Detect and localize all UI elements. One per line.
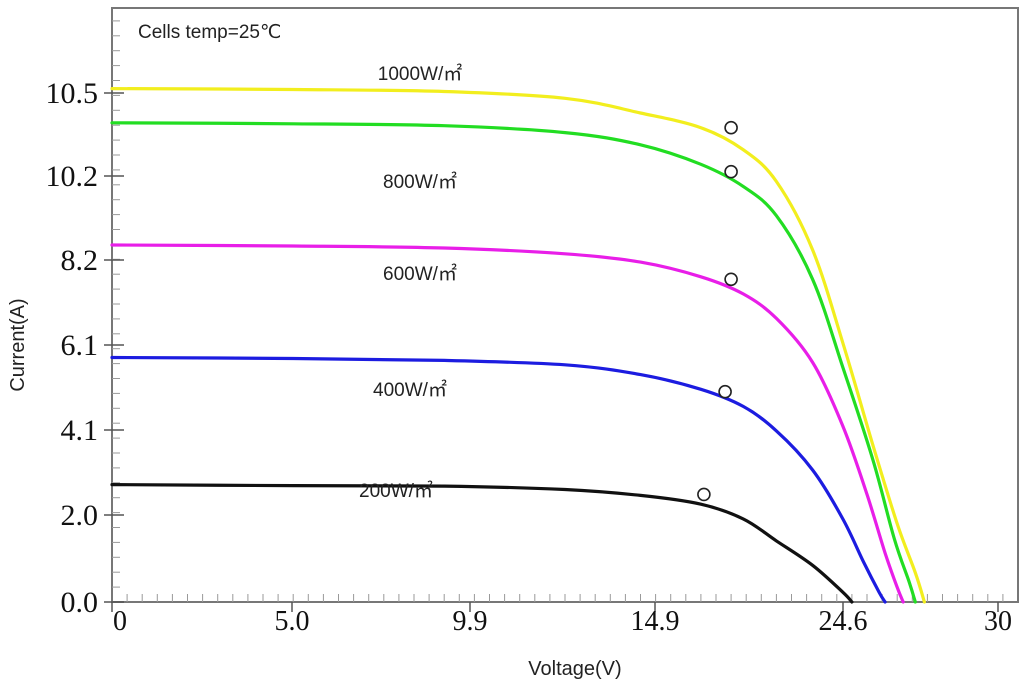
mpp-point-1000w [724,120,738,135]
x-tick-label: 30 [984,606,1012,637]
mpp-point-400w [718,384,732,399]
series-label-600w: 600W/㎡ [383,262,457,285]
series-line-1000w [110,87,926,604]
y-tick-label: 2.0 [61,499,99,532]
x-axis-label: Voltage(V) [528,658,621,680]
y-tick-label: 4.1 [61,414,99,447]
y-tick-labels: 0.0 2.0 4.1 6.1 8.2 10.2 10.5 [46,77,124,619]
x-tick-labels: 0 5.0 9.9 14.9 24.6 30 [111,602,1012,637]
y-axis-label: Current(A) [7,298,29,391]
x-tick-label: 14.9 [631,606,680,637]
x-tick-label: 9.9 [453,606,488,637]
mpp-point-600w [724,272,738,287]
x-tick-label: 5.0 [275,606,310,637]
series-labels: 1000W/㎡ 800W/㎡ 600W/㎡ 400W/㎡ 200W/㎡ [359,62,462,502]
series-line-600w [110,243,905,604]
minor-ticks [112,20,1004,602]
series-label-800w: 800W/㎡ [383,170,457,193]
series-label-400w: 400W/㎡ [373,378,447,401]
series-line-800w [110,121,917,604]
y-tick-label: 10.5 [46,77,99,110]
y-tick-label: 0.0 [61,586,99,619]
x-tick-label: 24.6 [819,606,868,637]
series-label-200w: 200W/㎡ [359,479,433,502]
y-tick-label: 10.2 [46,160,99,193]
y-tick-label: 8.2 [61,244,99,277]
y-tick-label: 6.1 [61,329,99,362]
x-tick-label: 0 [113,606,127,637]
mpp-point-200w [697,487,711,502]
curves [110,87,926,604]
mpp-markers [697,120,738,502]
series-line-400w [110,355,887,604]
series-line-200w [110,483,854,604]
series-label-1000w: 1000W/㎡ [378,62,462,85]
cells-temp-annotation: Cells temp=25℃ [138,22,281,43]
plot-frame [111,7,1019,603]
mpp-point-800w [724,164,738,179]
